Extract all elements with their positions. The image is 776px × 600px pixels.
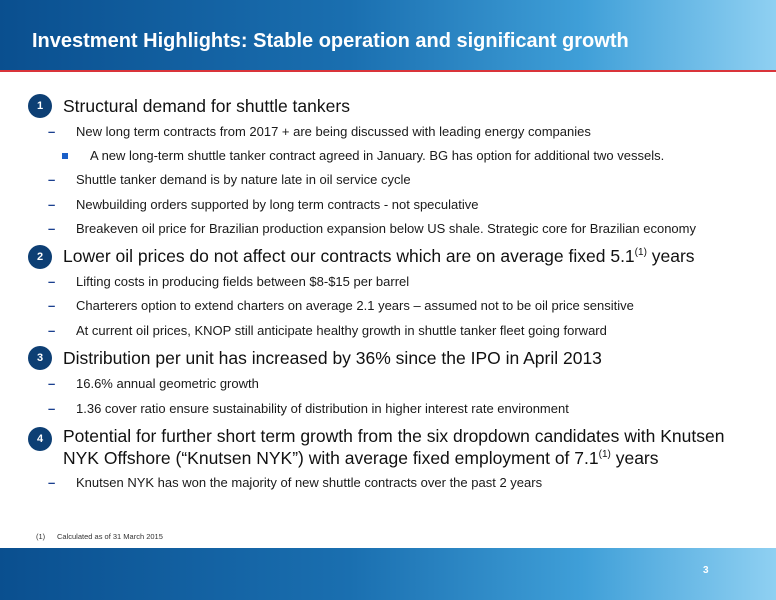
dash-bullet-icon: – bbox=[48, 274, 56, 289]
section-heading: Structural demand for shuttle tankers bbox=[63, 96, 350, 116]
section-number-badge: 2 bbox=[28, 245, 52, 269]
dash-bullet-icon: – bbox=[48, 401, 56, 416]
section-number-badge: 4 bbox=[28, 427, 52, 451]
footnote-mark: (1) bbox=[36, 532, 46, 541]
title-divider bbox=[0, 70, 776, 72]
title-bar: Investment Highlights: Stable operation … bbox=[0, 0, 776, 70]
bullet-text: 16.6% annual geometric growth bbox=[76, 376, 259, 391]
dash-bullet-icon: – bbox=[48, 197, 56, 212]
dash-bullet-icon: – bbox=[48, 376, 56, 391]
footnote-text: Calculated as of 31 March 2015 bbox=[57, 532, 163, 541]
section-number-badge: 3 bbox=[28, 346, 52, 370]
footnote-reference: (1) bbox=[634, 247, 647, 258]
section-heading: Lower oil prices do not affect our contr… bbox=[63, 245, 695, 267]
section-number-badge: 1 bbox=[28, 94, 52, 118]
footnote-reference: (1) bbox=[598, 449, 611, 460]
bullet-text: Knutsen NYK has won the majority of new … bbox=[76, 475, 543, 490]
page-title: Investment Highlights: Stable operation … bbox=[32, 30, 629, 52]
section-heading-line: Potential for further short term growth … bbox=[63, 426, 725, 446]
section-heading-text: NYK Offshore (“Knutsen NYK”) with averag… bbox=[63, 448, 599, 468]
section-heading: Potential for further short term growth … bbox=[63, 425, 724, 469]
section-heading: Distribution per unit has increased by 3… bbox=[63, 348, 602, 368]
footer-bar bbox=[0, 548, 776, 600]
dash-bullet-icon: – bbox=[48, 172, 56, 187]
bullet-text: New long term contracts from 2017 + are … bbox=[76, 124, 591, 139]
section-heading-text: years bbox=[610, 448, 659, 468]
dash-bullet-icon: – bbox=[48, 475, 56, 490]
bullet-text: Charterers option to extend charters on … bbox=[76, 298, 634, 313]
section-heading-line: NYK Offshore (“Knutsen NYK”) with averag… bbox=[63, 447, 724, 469]
section-heading-text: years bbox=[646, 246, 695, 266]
bullet-text: Lifting costs in producing fields betwee… bbox=[76, 274, 410, 289]
bullet-text: Breakeven oil price for Brazilian produc… bbox=[76, 221, 696, 236]
dash-bullet-icon: – bbox=[48, 298, 56, 313]
bullet-text: Newbuilding orders supported by long ter… bbox=[76, 197, 479, 212]
dash-bullet-icon: – bbox=[48, 221, 56, 236]
bullet-text: At current oil prices, KNOP still antici… bbox=[76, 323, 607, 338]
page-number: 3 bbox=[703, 565, 709, 576]
bullet-text: 1.36 cover ratio ensure sustainability o… bbox=[76, 401, 569, 416]
sub-bullet-text: A new long-term shuttle tanker contract … bbox=[90, 148, 665, 163]
bullet-text: Shuttle tanker demand is by nature late … bbox=[76, 172, 411, 187]
dash-bullet-icon: – bbox=[48, 124, 56, 139]
section-heading-text: Lower oil prices do not affect our contr… bbox=[63, 246, 635, 266]
square-bullet-icon bbox=[62, 153, 68, 159]
dash-bullet-icon: – bbox=[48, 323, 56, 338]
